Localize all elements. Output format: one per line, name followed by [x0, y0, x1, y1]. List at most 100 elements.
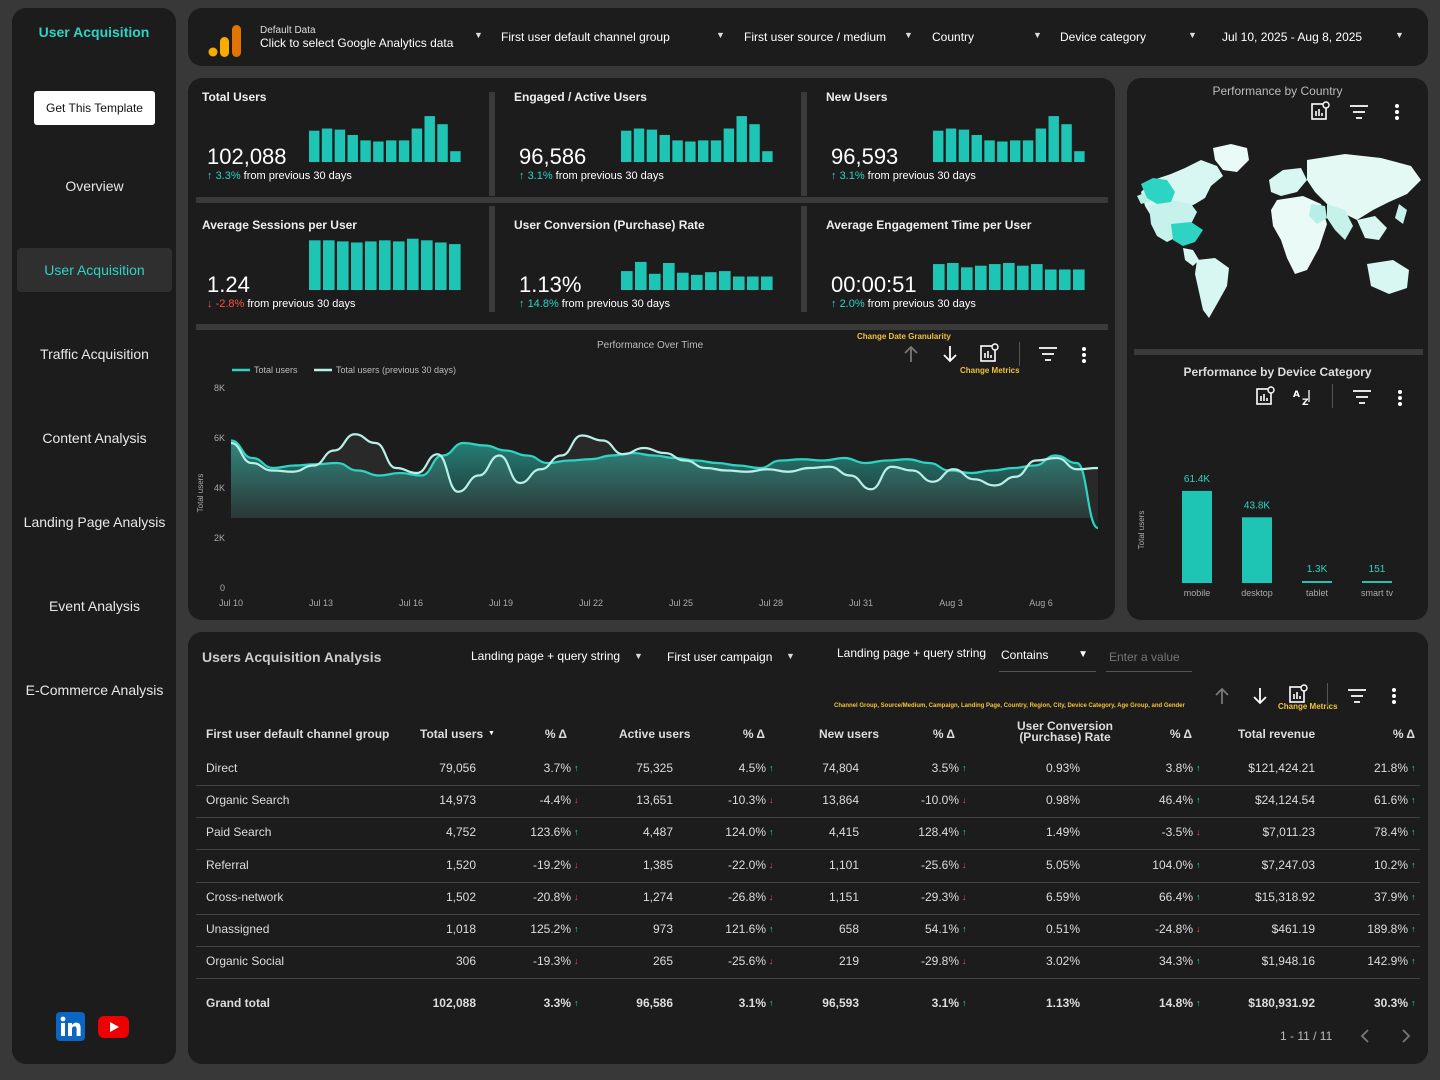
kpi-title: Average Sessions per User [202, 218, 357, 232]
table-header-7[interactable]: User Conversion (Purchase) Rate [1016, 719, 1114, 744]
y-tick-label: 6K [214, 433, 225, 443]
table-header-1[interactable]: Total users [420, 727, 484, 741]
chevron-down-icon[interactable]: ▼ [1188, 30, 1197, 40]
x-tick-label: Jul 28 [759, 598, 783, 608]
match-mode-select[interactable]: Contains ▼ [999, 642, 1096, 672]
table-header-3[interactable]: Active users [619, 727, 691, 741]
device-bar[interactable] [1362, 581, 1392, 583]
chevron-down-icon[interactable]: ▼ [1395, 30, 1404, 40]
sparkline-bar [365, 241, 377, 290]
sparkline-bar [1074, 151, 1085, 162]
cell-value: 102,088 [432, 996, 476, 1010]
nav-item-traffic-acquisition[interactable]: Traffic Acquisition [40, 346, 149, 362]
device-bar[interactable] [1182, 490, 1212, 583]
device-bar[interactable] [1302, 581, 1332, 583]
nav-item-event-analysis[interactable]: Event Analysis [48, 598, 141, 614]
legend-label[interactable]: Total users (previous 30 days) [336, 365, 456, 375]
sort-alpha-icon[interactable]: AZ [1292, 388, 1314, 406]
sort-descending-icon[interactable] [941, 344, 959, 364]
sparkline-bar [1010, 140, 1021, 162]
filter-icon[interactable] [1349, 104, 1369, 120]
nav-item-landing-page-analysis[interactable]: Landing Page Analysis [23, 514, 166, 530]
more-options-icon[interactable] [1397, 389, 1403, 407]
nav-item-overview[interactable]: Overview [65, 178, 124, 194]
x-tick-label: Aug 3 [939, 598, 963, 608]
change-metrics-icon[interactable] [1288, 684, 1308, 704]
cell-value: 78.4% [1373, 825, 1408, 839]
x-tick-label: Jul 22 [579, 598, 603, 608]
device-bar[interactable] [1242, 517, 1272, 583]
sparkline-bar [971, 135, 982, 162]
cell-value: 306 [455, 954, 476, 968]
cell-value: -24.8% [1154, 922, 1193, 936]
nav-item-e-commerce-analysis[interactable]: E-Commerce Analysis [25, 682, 164, 698]
chevron-down-icon[interactable]: ▼ [1033, 30, 1042, 40]
chevron-down-icon[interactable]: ▼ [634, 651, 643, 661]
arrow-up-icon: ↑ [1411, 827, 1416, 837]
date-range-picker[interactable]: Jul 10, 2025 - Aug 8, 2025 [1222, 30, 1363, 44]
sort-ascending-icon[interactable] [902, 344, 920, 364]
get-template-button[interactable]: Get This Template [34, 91, 155, 125]
filter-icon[interactable] [1038, 346, 1058, 362]
table-header-5[interactable]: New users [819, 727, 880, 741]
change-metrics-icon[interactable] [1310, 101, 1330, 121]
nav-item-content-analysis[interactable]: Content Analysis [42, 430, 147, 446]
campaign-filter[interactable]: First user campaign [667, 650, 773, 664]
arrow-down-icon: ↓ [1196, 924, 1201, 934]
sparkline-bar [373, 141, 384, 162]
world-map[interactable] [1131, 140, 1424, 322]
google-analytics-logo-icon [208, 25, 241, 57]
nav-item-user-acquisition[interactable]: User Acquisition [17, 248, 172, 292]
table-header-2[interactable]: % Δ [544, 727, 567, 741]
chevron-down-icon[interactable]: ▼ [904, 30, 913, 40]
device-bar-chart: Total users 61.4K mobile 43.8K desktop 1.3K ta… [1137, 474, 1393, 598]
sparkline-bar [736, 116, 747, 162]
table-header-6[interactable]: % Δ [932, 727, 955, 741]
linkedin-icon[interactable] [56, 1012, 85, 1041]
match-value-input[interactable] [1106, 642, 1192, 672]
table-header-0[interactable]: First user default channel group [206, 727, 390, 741]
device-category-filter[interactable]: Device category [1060, 30, 1147, 44]
sort-ascending-icon[interactable] [1213, 686, 1231, 706]
change-metrics-icon[interactable] [979, 343, 999, 363]
cell-value: 0.51% [1045, 922, 1080, 936]
change-metrics-icon[interactable] [1255, 386, 1275, 406]
channel-group-filter[interactable]: First user default channel group [501, 30, 670, 44]
cell-value: 75,325 [636, 761, 673, 775]
pagination-label: 1 - 11 / 11 [1280, 1029, 1333, 1043]
chevron-down-icon[interactable]: ▼ [786, 651, 795, 661]
sparkline-bar [347, 135, 358, 162]
legend-label[interactable]: Total users [254, 365, 298, 375]
table-header-10[interactable]: % Δ [1392, 727, 1415, 741]
sparkline-bar [762, 151, 773, 162]
sparkline-bar [649, 273, 661, 290]
more-options-icon[interactable] [1391, 687, 1397, 705]
source-medium-filter[interactable]: First user source / medium [744, 30, 887, 44]
cell-value: 66.4% [1158, 890, 1193, 904]
table-header-9[interactable]: Total revenue [1238, 727, 1316, 741]
chevron-down-icon[interactable]: ▼ [474, 30, 483, 40]
filter-bar: Default Data Click to select Google Anal… [188, 8, 1428, 66]
sort-caret-icon[interactable]: ▼ [488, 730, 495, 737]
table-header-4[interactable]: % Δ [742, 727, 765, 741]
arrow-up-icon: ↑ [1411, 924, 1416, 934]
youtube-icon[interactable] [98, 1016, 129, 1038]
more-options-icon[interactable] [1081, 346, 1087, 364]
row-label: Organic Search [206, 793, 290, 807]
arrow-up-icon: ↑ [574, 827, 579, 837]
cell-value: -25.6% [920, 858, 959, 872]
chevron-right-icon[interactable] [1400, 1028, 1412, 1044]
chevron-left-icon[interactable] [1359, 1028, 1371, 1044]
sparkline-bar [309, 130, 320, 162]
device-category-label: desktop [1241, 588, 1273, 598]
sparkline-bar [437, 124, 448, 162]
sort-descending-icon[interactable] [1251, 686, 1269, 706]
landing-page-filter[interactable]: Landing page + query string [471, 649, 621, 663]
datasource-selector[interactable]: Click to select Google Analytics data [260, 36, 454, 50]
filter-icon[interactable] [1347, 688, 1367, 704]
chevron-down-icon[interactable]: ▼ [716, 30, 725, 40]
more-options-icon[interactable] [1394, 103, 1400, 121]
country-filter[interactable]: Country [932, 30, 975, 44]
filter-icon[interactable] [1352, 389, 1372, 405]
table-header-8[interactable]: % Δ [1169, 727, 1192, 741]
